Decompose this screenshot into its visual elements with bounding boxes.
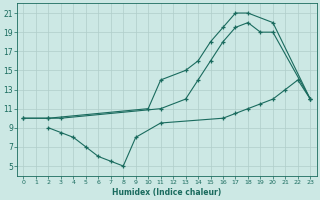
X-axis label: Humidex (Indice chaleur): Humidex (Indice chaleur) bbox=[112, 188, 221, 197]
